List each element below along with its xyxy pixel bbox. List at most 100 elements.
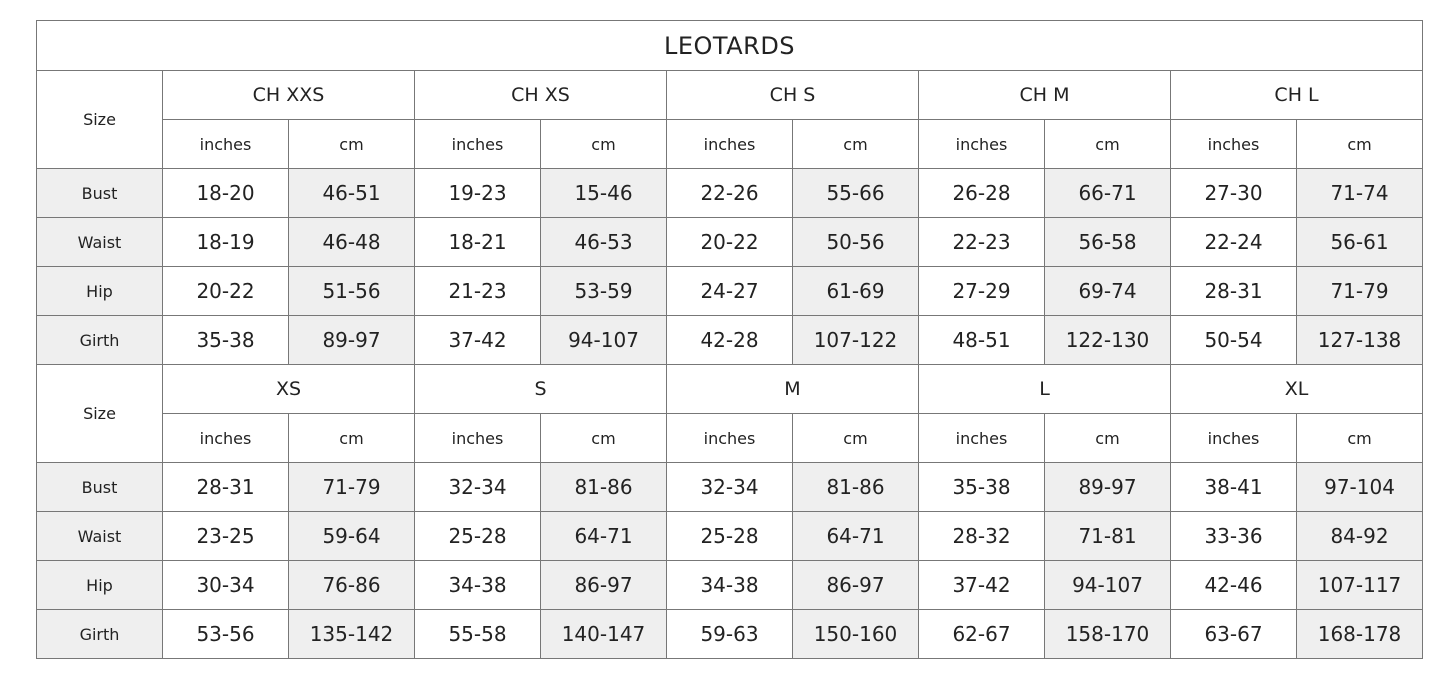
value-cm: 53-59 xyxy=(540,266,667,316)
value-cm: 55-66 xyxy=(792,168,919,218)
value-inches: 28-32 xyxy=(918,511,1045,561)
value-inches: 38-41 xyxy=(1170,462,1297,512)
unit-header-cm: cm xyxy=(288,119,415,169)
unit-header-inches: inches xyxy=(666,119,793,169)
unit-header-inches: inches xyxy=(414,413,541,463)
value-cm: 81-86 xyxy=(540,462,667,512)
unit-header-cm: cm xyxy=(1044,413,1171,463)
value-cm: 46-48 xyxy=(288,217,415,267)
value-cm: 51-56 xyxy=(288,266,415,316)
measurement-label: Waist xyxy=(36,511,163,561)
value-inches: 30-34 xyxy=(162,560,289,610)
value-inches: 42-28 xyxy=(666,315,793,365)
measurement-label: Bust xyxy=(36,168,163,218)
unit-header-row: inches cm inches cm inches cm inches cm inches cm xyxy=(37,119,1424,169)
value-cm: 135-142 xyxy=(288,609,415,659)
unit-header-inches: inches xyxy=(1170,413,1297,463)
value-inches: 32-34 xyxy=(666,462,793,512)
value-inches: 24-27 xyxy=(666,266,793,316)
size-group-header-row: Size CH XXS CH XS CH S CH M CH L xyxy=(36,70,1424,169)
value-cm: 64-71 xyxy=(540,511,667,561)
measurement-label: Bust xyxy=(36,462,163,512)
size-group-header-row: Size XS S M L XL xyxy=(36,364,1424,463)
value-cm: 140-147 xyxy=(540,609,667,659)
unit-header-inches: inches xyxy=(918,413,1045,463)
unit-header-inches: inches xyxy=(414,119,541,169)
unit-header-cm: cm xyxy=(288,413,415,463)
table-row: Waist 23-25 59-64 25-28 64-71 25-28 64-71 28-32… xyxy=(36,511,1424,561)
measurement-label: Girth xyxy=(36,609,163,659)
unit-header-cm: cm xyxy=(1044,119,1171,169)
value-cm: 86-97 xyxy=(540,560,667,610)
value-cm: 97-104 xyxy=(1295,462,1424,512)
value-inches: 37-42 xyxy=(918,560,1045,610)
value-inches: 25-28 xyxy=(414,511,541,561)
value-cm: 71-79 xyxy=(1295,266,1424,316)
table-row: Girth 35-38 89-97 37-42 94-107 42-28 107-122 48… xyxy=(36,315,1424,365)
value-cm: 46-51 xyxy=(288,168,415,218)
value-inches: 35-38 xyxy=(918,462,1045,512)
value-inches: 37-42 xyxy=(414,315,541,365)
size-group-header: S xyxy=(414,364,667,414)
value-cm: 89-97 xyxy=(288,315,415,365)
value-cm: 64-71 xyxy=(792,511,919,561)
size-header: Size xyxy=(36,364,163,463)
value-cm: 59-64 xyxy=(288,511,415,561)
unit-header-cm: cm xyxy=(540,119,667,169)
table-row: Girth 53-56 135-142 55-58 140-147 59-63 150-16… xyxy=(36,609,1424,659)
value-cm: 71-79 xyxy=(288,462,415,512)
unit-header-cm: cm xyxy=(792,413,919,463)
size-group-header: CH M xyxy=(918,70,1171,120)
size-group-header: CH S xyxy=(666,70,919,120)
value-inches: 18-20 xyxy=(162,168,289,218)
value-inches: 22-23 xyxy=(918,217,1045,267)
size-group-header: L xyxy=(918,364,1171,414)
value-cm: 84-92 xyxy=(1295,511,1424,561)
value-cm: 150-160 xyxy=(792,609,919,659)
value-cm: 71-81 xyxy=(1044,511,1171,561)
unit-header-cm: cm xyxy=(540,413,667,463)
value-inches: 55-58 xyxy=(414,609,541,659)
unit-header-cm: cm xyxy=(1295,119,1424,169)
chart-title: LEOTARDS xyxy=(35,20,1424,71)
value-cm: 127-138 xyxy=(1295,315,1424,365)
measurement-label: Waist xyxy=(36,217,163,267)
value-cm: 61-69 xyxy=(792,266,919,316)
value-inches: 42-46 xyxy=(1170,560,1297,610)
value-inches: 28-31 xyxy=(162,462,289,512)
value-inches: 28-31 xyxy=(1170,266,1297,316)
value-inches: 19-23 xyxy=(414,168,541,218)
measurement-label: Girth xyxy=(36,315,163,365)
value-inches: 34-38 xyxy=(414,560,541,610)
table-row: Bust 28-31 71-79 32-34 81-86 32-34 81-86 35-38 8… xyxy=(36,462,1424,512)
value-inches: 53-56 xyxy=(162,609,289,659)
value-inches: 25-28 xyxy=(666,511,793,561)
value-inches: 35-38 xyxy=(162,315,289,365)
value-inches: 63-67 xyxy=(1170,609,1297,659)
value-cm: 56-61 xyxy=(1295,217,1424,267)
value-cm: 50-56 xyxy=(792,217,919,267)
value-cm: 56-58 xyxy=(1044,217,1171,267)
value-inches: 22-24 xyxy=(1170,217,1297,267)
value-inches: 20-22 xyxy=(162,266,289,316)
table-row: Hip 20-22 51-56 21-23 53-59 24-27 61-69 27-29 69… xyxy=(36,266,1424,316)
value-cm: 122-130 xyxy=(1044,315,1171,365)
value-inches: 62-67 xyxy=(918,609,1045,659)
value-inches: 18-21 xyxy=(414,217,541,267)
title-row: LEOTARDS xyxy=(35,20,1424,71)
value-inches: 20-22 xyxy=(666,217,793,267)
value-cm: 94-107 xyxy=(1044,560,1171,610)
value-cm: 107-117 xyxy=(1295,560,1424,610)
value-inches: 33-36 xyxy=(1170,511,1297,561)
value-inches: 59-63 xyxy=(666,609,793,659)
size-group-header: XS xyxy=(162,364,415,414)
value-inches: 26-28 xyxy=(918,168,1045,218)
size-group-header: CH XS xyxy=(414,70,667,120)
table-row: Bust 18-20 46-51 19-23 15-46 22-26 55-66 26-28 6… xyxy=(36,168,1424,218)
value-inches: 34-38 xyxy=(666,560,793,610)
value-inches: 27-29 xyxy=(918,266,1045,316)
unit-header-inches: inches xyxy=(1170,119,1297,169)
size-group-header: CH L xyxy=(1169,70,1424,120)
unit-header-row: inches cm inches cm inches cm inches cm inches cm xyxy=(37,413,1424,463)
